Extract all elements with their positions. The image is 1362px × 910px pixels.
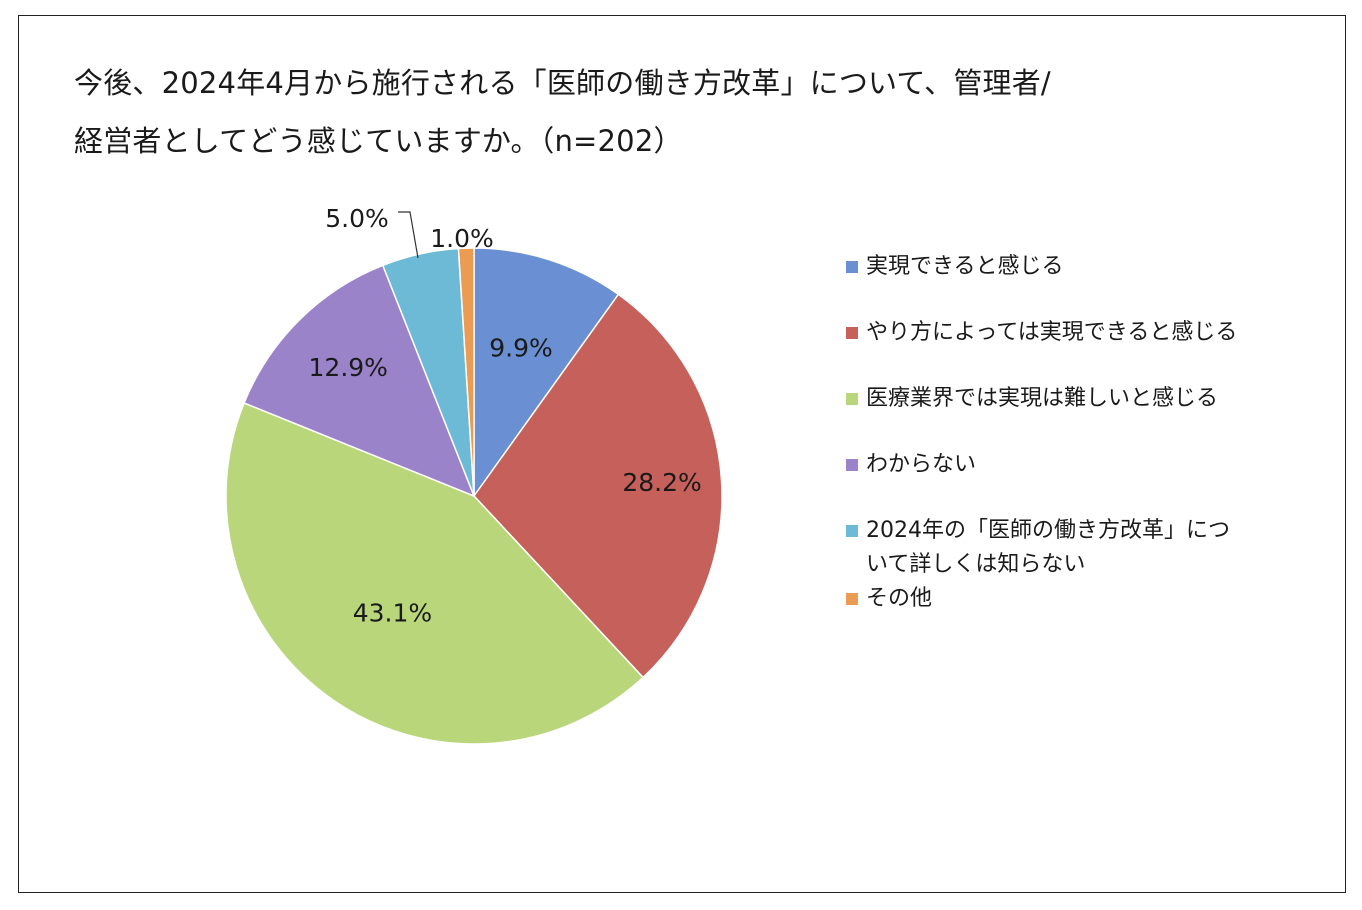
slice-label-1: 9.9% — [489, 334, 553, 363]
pie-slice-1 — [473, 247, 620, 499]
chart-title-line-2: 経営者としてどう感じていますか。（n=202） — [74, 124, 683, 158]
legend-swatch-1 — [846, 261, 858, 273]
slice-label-4: 12.9% — [309, 353, 388, 382]
slice-label-3: 43.1% — [353, 599, 432, 628]
pie-slice-6 — [457, 247, 475, 497]
legend-label-3: 医療業界では実現は難しいと感じる — [866, 386, 1219, 411]
legend-item-5: 2024年の「医師の働き方改革」について詳しくは知らない — [846, 514, 1246, 582]
pie-labels: 9.9% 28.2% 43.1% 12.9% 5.0% 1.0% — [309, 204, 702, 628]
slice-label-6: 1.0% — [430, 224, 494, 253]
legend-label-5: 2024年の「医師の働き方改革」について詳しくは知らない — [866, 518, 1230, 577]
legend-label-6: その他 — [866, 586, 933, 611]
pie-slices — [225, 247, 723, 745]
leader-lines — [398, 211, 419, 259]
legend-item-2: やり方によっては実現できると感じる — [846, 316, 1246, 350]
pie-slice-2 — [473, 293, 723, 679]
leader-line-5 — [398, 211, 419, 259]
legend-item-4: わからない — [846, 448, 1246, 482]
legend-item-1: 実現できると感じる — [846, 250, 1246, 284]
pie-slice-3 — [225, 402, 645, 745]
slice-label-2: 28.2% — [622, 468, 701, 497]
legend-swatch-4 — [846, 459, 858, 471]
legend-label-2: やり方によっては実現できると感じる — [866, 320, 1238, 345]
legend-swatch-3 — [846, 393, 858, 405]
legend-item-3: 医療業界では実現は難しいと感じる — [846, 382, 1246, 416]
legend-item-6: その他 — [846, 582, 1246, 616]
pie-slice-4 — [243, 264, 476, 498]
legend-swatch-2 — [846, 327, 858, 339]
legend-label-4: わからない — [866, 452, 977, 477]
legend-swatch-5 — [846, 525, 858, 537]
chart-title-line-1: 今後、2024年4月から施行される「医師の働き方改革」について、管理者/ — [74, 66, 1051, 100]
legend-swatch-6 — [846, 593, 858, 605]
slice-label-5: 5.0% — [325, 204, 389, 233]
legend-label-1: 実現できると感じる — [866, 254, 1064, 279]
